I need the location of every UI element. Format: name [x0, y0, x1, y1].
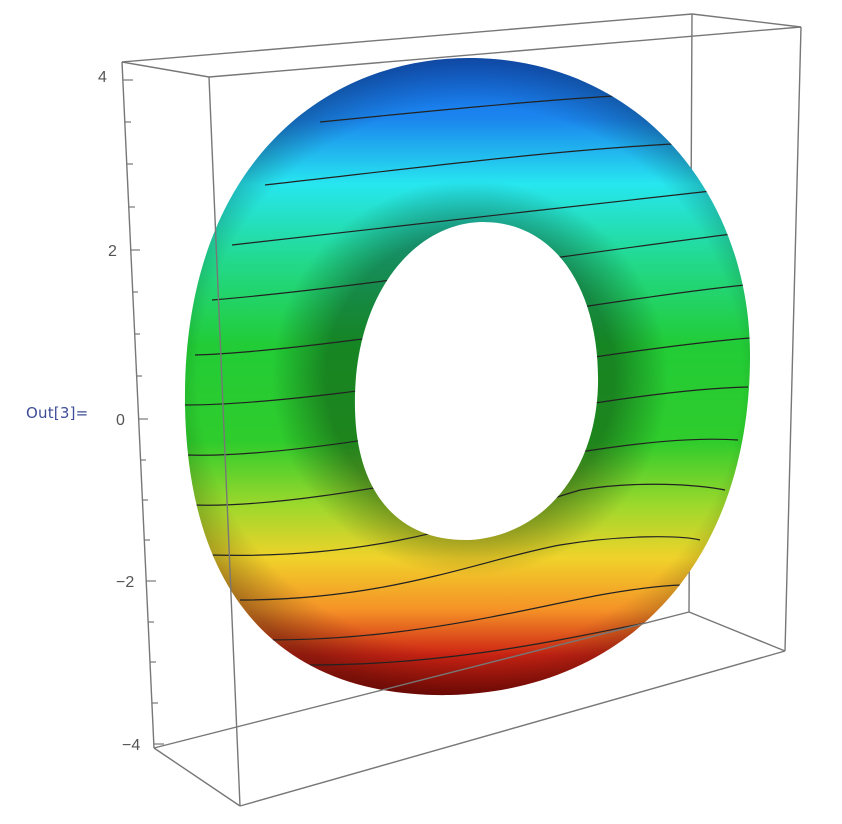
out-label: Out[3]=: [26, 404, 89, 422]
tick-label-minus-2: −2: [116, 574, 134, 591]
tick-label-0: 0: [116, 412, 125, 429]
torus-surface[interactable]: [184, 57, 751, 696]
z-axis-tick-labels: 4 2 0 −2 −4: [98, 69, 140, 754]
tick-label-2: 2: [108, 243, 117, 260]
tick-label-4: 4: [98, 69, 107, 86]
tick-label-minus-4: −4: [122, 737, 140, 754]
bounding-box-front: [121, 26, 802, 807]
z-axis-ticks: [123, 79, 164, 745]
